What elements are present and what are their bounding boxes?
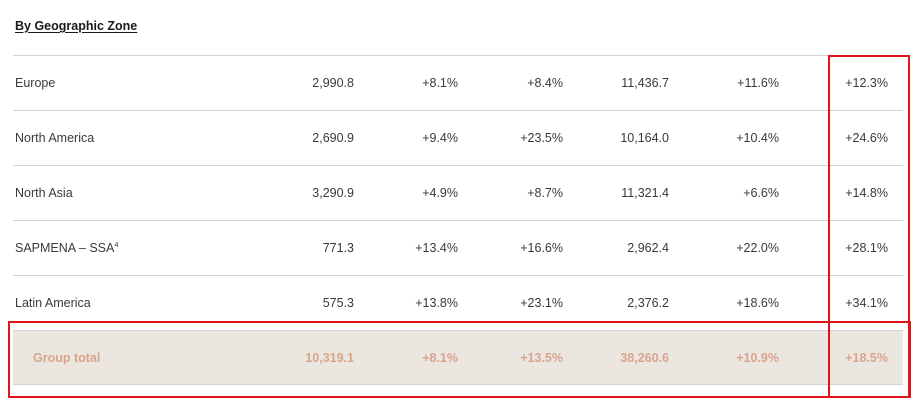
- cell-value-6: +18.5%: [845, 351, 888, 365]
- cell-value-5: +10.9%: [736, 351, 779, 365]
- cell-value-1: 575.3: [322, 296, 354, 310]
- cell-value-4: 11,436.7: [621, 76, 669, 90]
- cell-value-4: 2,962.4: [627, 241, 669, 255]
- cell-value-5: +11.6%: [737, 76, 779, 90]
- table-row-latin-america: Latin America 575.3 +13.8% +23.1% 2,376.…: [13, 275, 903, 330]
- row-label: North Asia: [15, 186, 73, 200]
- cell-value-6: +34.1%: [845, 296, 888, 310]
- geographic-zone-table: Europe 2,990.8 +8.1% +8.4% 11,436.7 +11.…: [13, 55, 903, 385]
- row-label: Latin America: [15, 296, 91, 310]
- footnote-marker: 4: [114, 240, 119, 249]
- cell-value-2: +8.1%: [422, 76, 458, 90]
- cell-value-6: +12.3%: [845, 76, 888, 90]
- table-row-group-total: Group total 10,319.1 +8.1% +13.5% 38,260…: [13, 330, 903, 385]
- cell-value-3: +13.5%: [520, 351, 563, 365]
- cell-value-4: 11,321.4: [621, 186, 669, 200]
- section-title: By Geographic Zone: [15, 19, 138, 33]
- cell-value-1: 771.3: [322, 241, 354, 255]
- cell-value-1: 3,290.9: [312, 186, 354, 200]
- cell-value-6: +14.8%: [845, 186, 888, 200]
- cell-value-5: +18.6%: [736, 296, 779, 310]
- cell-value-4: 10,164.0: [620, 131, 669, 145]
- cell-value-1: 2,690.9: [312, 131, 354, 145]
- cell-value-6: +28.1%: [845, 241, 888, 255]
- table-row-sapmena-ssa: SAPMENA – SSA4 771.3 +13.4% +16.6% 2,962…: [13, 220, 903, 275]
- cell-value-2: +8.1%: [422, 351, 458, 365]
- row-label: Group total: [33, 351, 101, 365]
- row-label: North America: [15, 131, 95, 145]
- cell-value-6: +24.6%: [845, 131, 888, 145]
- table-row-north-america: North America 2,690.9 +9.4% +23.5% 10,16…: [13, 110, 903, 165]
- cell-value-4: 38,260.6: [620, 351, 669, 365]
- cell-value-5: +22.0%: [736, 241, 779, 255]
- cell-value-2: +13.4%: [415, 241, 458, 255]
- cell-value-2: +9.4%: [422, 131, 458, 145]
- row-label: SAPMENA – SSA4: [15, 240, 119, 255]
- table-row-north-asia: North Asia 3,290.9 +4.9% +8.7% 11,321.4 …: [13, 165, 903, 220]
- cell-value-3: +8.7%: [527, 186, 563, 200]
- cell-value-1: 2,990.8: [312, 76, 354, 90]
- cell-value-3: +16.6%: [520, 241, 563, 255]
- row-label: Europe: [15, 76, 56, 90]
- cell-value-2: +4.9%: [422, 186, 458, 200]
- cell-value-3: +8.4%: [527, 76, 563, 90]
- cell-value-5: +10.4%: [736, 131, 779, 145]
- cell-value-3: +23.5%: [520, 131, 563, 145]
- cell-value-1: 10,319.1: [305, 351, 354, 365]
- cell-value-4: 2,376.2: [627, 296, 669, 310]
- cell-value-5: +6.6%: [743, 186, 779, 200]
- cell-value-3: +23.1%: [520, 296, 563, 310]
- cell-value-2: +13.8%: [415, 296, 458, 310]
- table-row-europe: Europe 2,990.8 +8.1% +8.4% 11,436.7 +11.…: [13, 55, 903, 110]
